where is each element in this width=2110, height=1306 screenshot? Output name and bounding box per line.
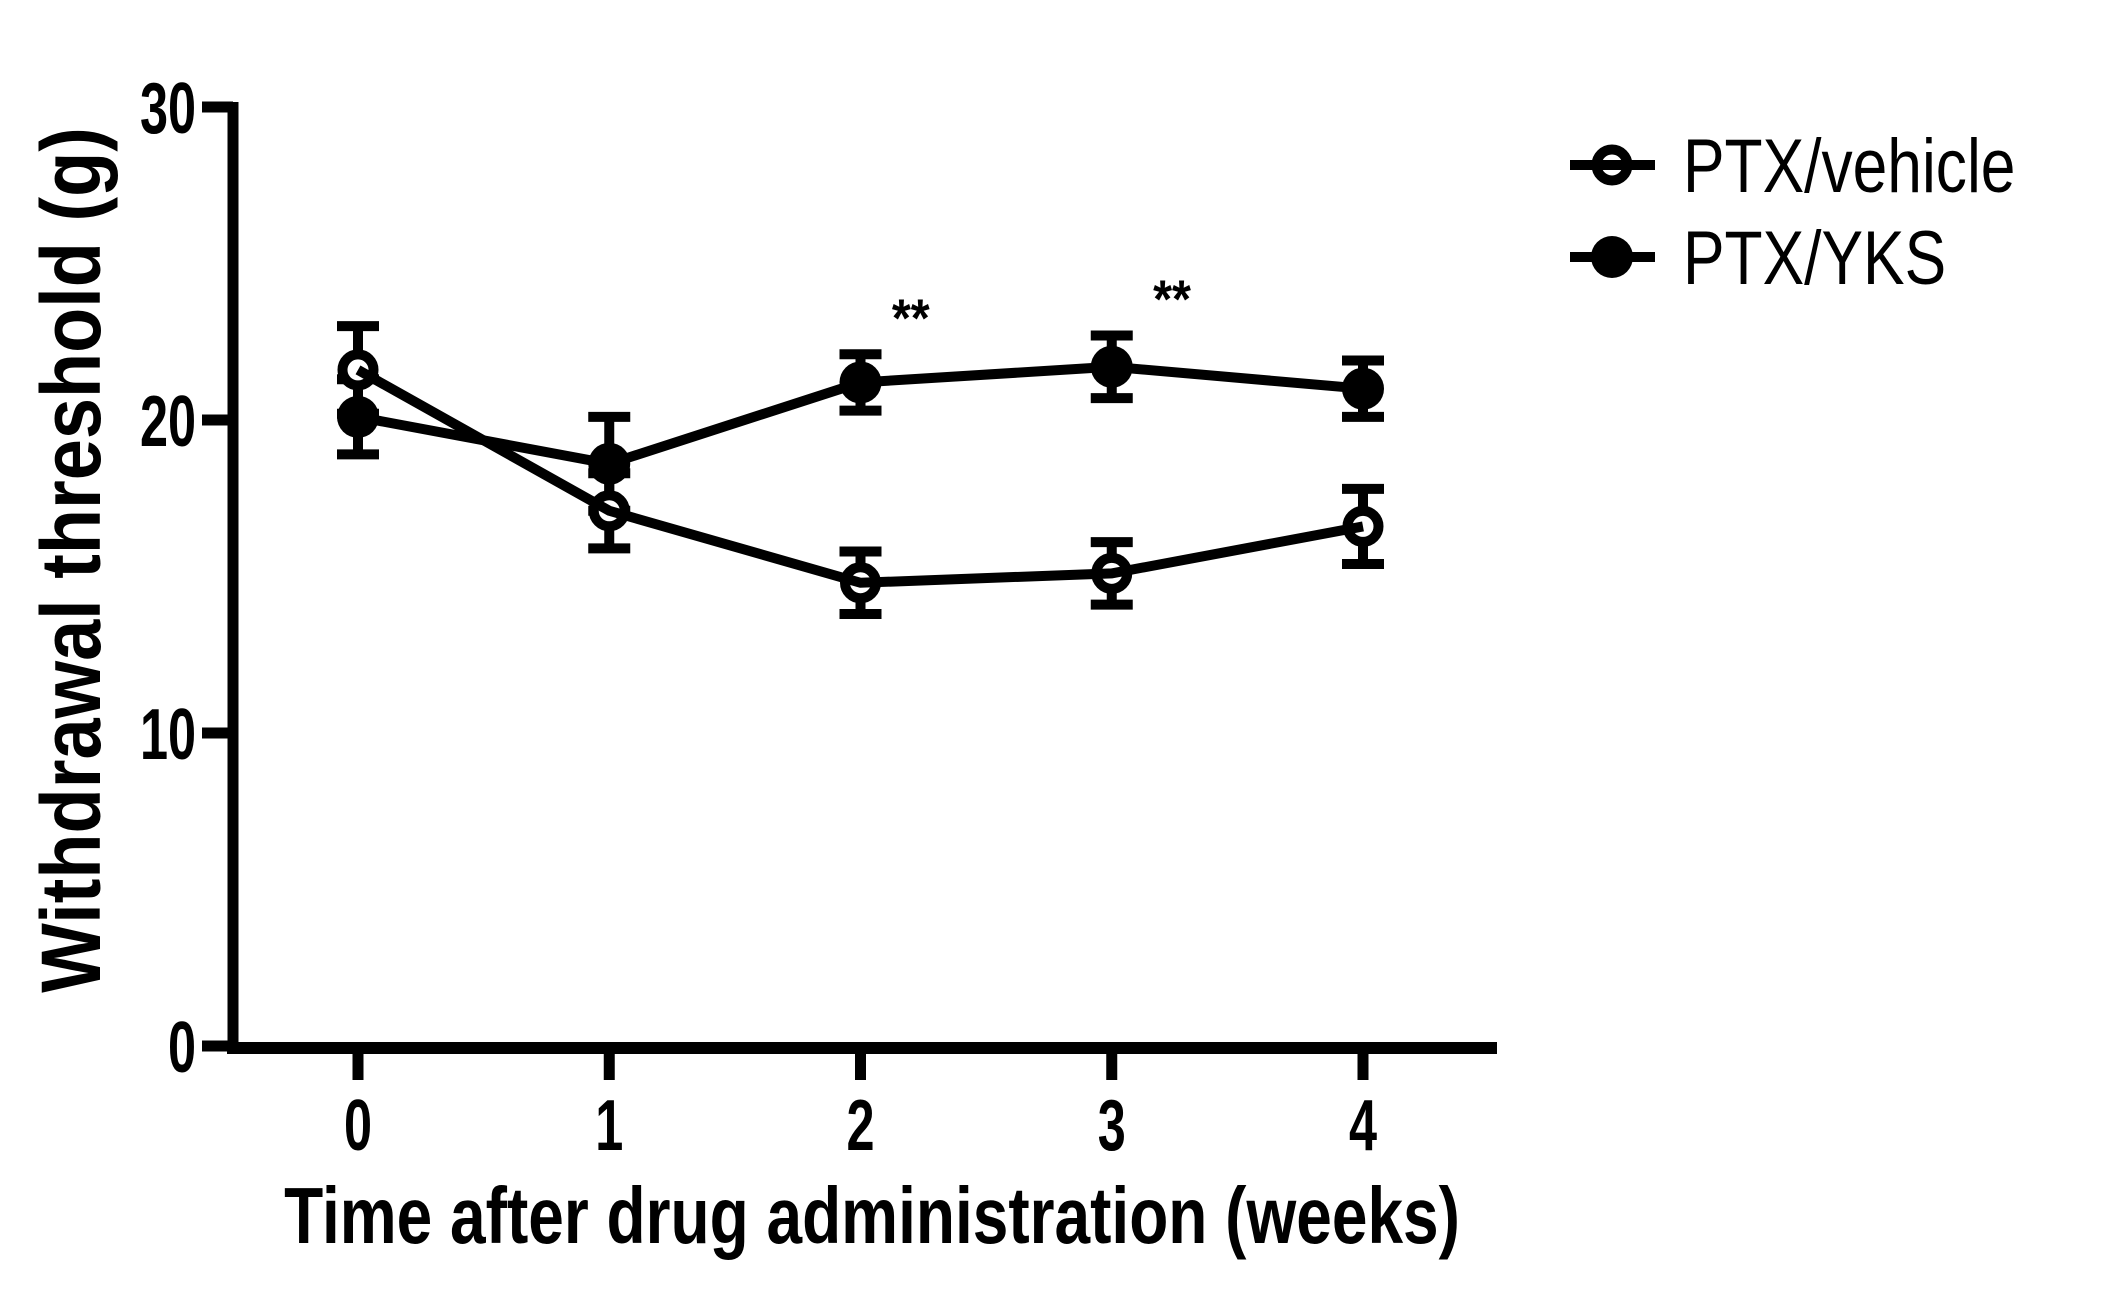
- y-tick-label: 30: [140, 69, 196, 149]
- significance-marker: **: [892, 287, 930, 348]
- y-tick-label: 0: [168, 1008, 196, 1088]
- x-tick-label: 4: [1349, 1086, 1377, 1166]
- legend-label-ptx-yks: PTX/YKS: [1683, 215, 1946, 300]
- x-tick-label: 2: [846, 1086, 874, 1166]
- y-tick-label: 20: [140, 382, 196, 462]
- y-tick-label: 10: [140, 695, 196, 775]
- x-tick-label: 0: [344, 1086, 372, 1166]
- y-axis-title: Withdrawal threshold (g): [24, 127, 118, 993]
- legend: PTX/vehicle PTX/YKS: [1570, 123, 2015, 300]
- series-line: [357, 361, 1364, 469]
- x-tick-label: 1: [595, 1086, 623, 1166]
- x-axis-title: Time after drug administration (weeks): [284, 1171, 1460, 1260]
- significance-marker: **: [1153, 268, 1191, 329]
- series-line: [355, 365, 1364, 588]
- x-tick-label: 3: [1098, 1086, 1126, 1166]
- legend-marker-open-circle: [1570, 144, 1655, 186]
- legend-filled-circle-icon: [1591, 236, 1633, 278]
- legend-label-ptx-vehicle: PTX/vehicle: [1683, 123, 2015, 208]
- legend-marker-filled-circle: [1570, 236, 1655, 278]
- plot-area: 0 10 20 30 0 1 2 3 4 ** **: [140, 69, 1497, 1166]
